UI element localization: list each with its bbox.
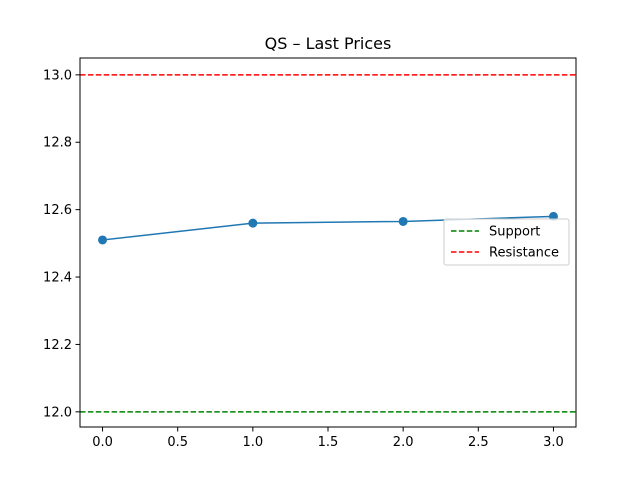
y-tick-label: 12.8 — [43, 136, 72, 151]
legend: Support Resistance — [443, 218, 570, 266]
y-tick-label: 12.2 — [43, 338, 72, 353]
x-tick-label: 0.5 — [167, 435, 188, 450]
chart-title: QS – Last Prices — [265, 34, 392, 53]
data-point — [248, 218, 258, 228]
data-point — [98, 235, 108, 245]
y-tick-label: 12.0 — [43, 405, 72, 420]
legend-label-resistance: Resistance — [489, 246, 559, 261]
y-tick-label: 12.6 — [43, 203, 72, 218]
x-tick-label: 1.0 — [243, 435, 264, 450]
data-point — [398, 216, 408, 226]
x-tick-label: 0.0 — [92, 435, 113, 450]
y-tick-label: 12.4 — [43, 271, 72, 286]
x-tick-label: 2.0 — [393, 435, 414, 450]
x-tick-label: 3.0 — [543, 435, 564, 450]
x-tick-label: 1.5 — [318, 435, 339, 450]
x-tick-label: 2.5 — [468, 435, 489, 450]
y-tick-label: 13.0 — [43, 68, 72, 83]
legend-label-support: Support — [489, 225, 540, 240]
axes: 0.0 0.5 1.0 1.5 2.0 2.5 3.0 12.0 12.2 12.4 12.6 12.… — [43, 57, 577, 450]
